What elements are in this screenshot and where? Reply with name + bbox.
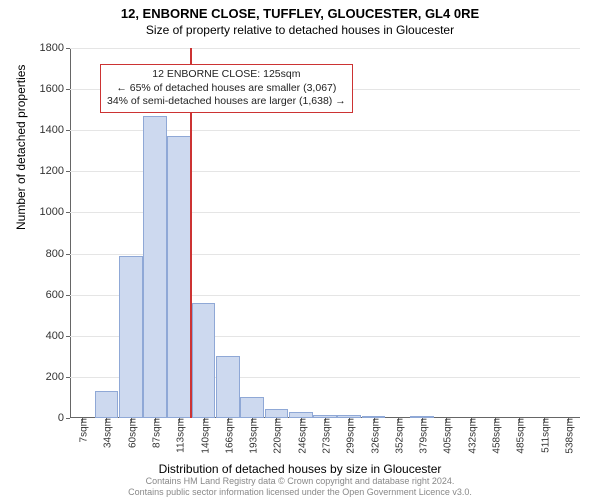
- xtick-label: 405sqm: [439, 418, 454, 454]
- gridline: [70, 48, 580, 49]
- xtick-label: 432sqm: [463, 418, 478, 454]
- histogram-bar: [119, 256, 143, 418]
- ytick-label: 1800: [40, 42, 70, 54]
- xtick-label: 34sqm: [99, 418, 114, 448]
- xtick-label: 352sqm: [390, 418, 405, 454]
- xtick-label: 193sqm: [245, 418, 260, 454]
- ytick-label: 0: [58, 412, 70, 424]
- xtick-label: 113sqm: [172, 418, 187, 453]
- histogram-bar: [167, 136, 191, 418]
- title-main: 12, ENBORNE CLOSE, TUFFLEY, GLOUCESTER, …: [0, 6, 600, 21]
- xtick-label: 140sqm: [196, 418, 211, 454]
- plot-region: 0200400600800100012001400160018007sqm34s…: [70, 48, 580, 418]
- xtick-label: 246sqm: [293, 418, 308, 454]
- footer-line-1: Contains HM Land Registry data © Crown c…: [0, 476, 600, 487]
- ytick-label: 1000: [40, 206, 70, 218]
- annotation-line-2: ← 65% of detached houses are smaller (3,…: [107, 82, 346, 96]
- xtick-label: 220sqm: [269, 418, 284, 454]
- histogram-bar: [240, 397, 264, 418]
- title-sub: Size of property relative to detached ho…: [0, 23, 600, 37]
- xtick-label: 7sqm: [75, 418, 90, 442]
- annotation-box: 12 ENBORNE CLOSE: 125sqm← 65% of detache…: [100, 64, 353, 113]
- xtick-label: 87sqm: [148, 418, 163, 448]
- title-block: 12, ENBORNE CLOSE, TUFFLEY, GLOUCESTER, …: [0, 0, 600, 37]
- xtick-label: 299sqm: [342, 418, 357, 454]
- histogram-bar: [265, 409, 289, 418]
- ytick-label: 200: [46, 371, 70, 383]
- y-axis-label: Number of detached properties: [14, 65, 28, 230]
- xtick-label: 485sqm: [512, 418, 527, 454]
- xtick-label: 273sqm: [318, 418, 333, 454]
- footer: Contains HM Land Registry data © Crown c…: [0, 476, 600, 498]
- annotation-line-1: 12 ENBORNE CLOSE: 125sqm: [107, 68, 346, 82]
- x-axis-label: Distribution of detached houses by size …: [0, 462, 600, 476]
- ytick-label: 800: [46, 248, 70, 260]
- ytick-label: 1400: [40, 124, 70, 136]
- ytick-label: 600: [46, 289, 70, 301]
- chart-area: 0200400600800100012001400160018007sqm34s…: [70, 48, 580, 418]
- ytick-label: 1200: [40, 165, 70, 177]
- histogram-bar: [216, 356, 240, 418]
- xtick-label: 538sqm: [560, 418, 575, 454]
- xtick-label: 166sqm: [220, 418, 235, 454]
- histogram-bar: [143, 116, 167, 418]
- xtick-label: 458sqm: [488, 418, 503, 454]
- ytick-label: 400: [46, 330, 70, 342]
- annotation-line-3: 34% of semi-detached houses are larger (…: [107, 95, 346, 109]
- xtick-label: 326sqm: [366, 418, 381, 454]
- xtick-label: 511sqm: [536, 418, 551, 453]
- histogram-bar: [192, 303, 216, 418]
- xtick-label: 379sqm: [415, 418, 430, 454]
- ytick-label: 1600: [40, 83, 70, 95]
- histogram-bar: [95, 391, 119, 418]
- xtick-label: 60sqm: [123, 418, 138, 448]
- footer-line-2: Contains public sector information licen…: [0, 487, 600, 498]
- y-axis: [70, 48, 71, 418]
